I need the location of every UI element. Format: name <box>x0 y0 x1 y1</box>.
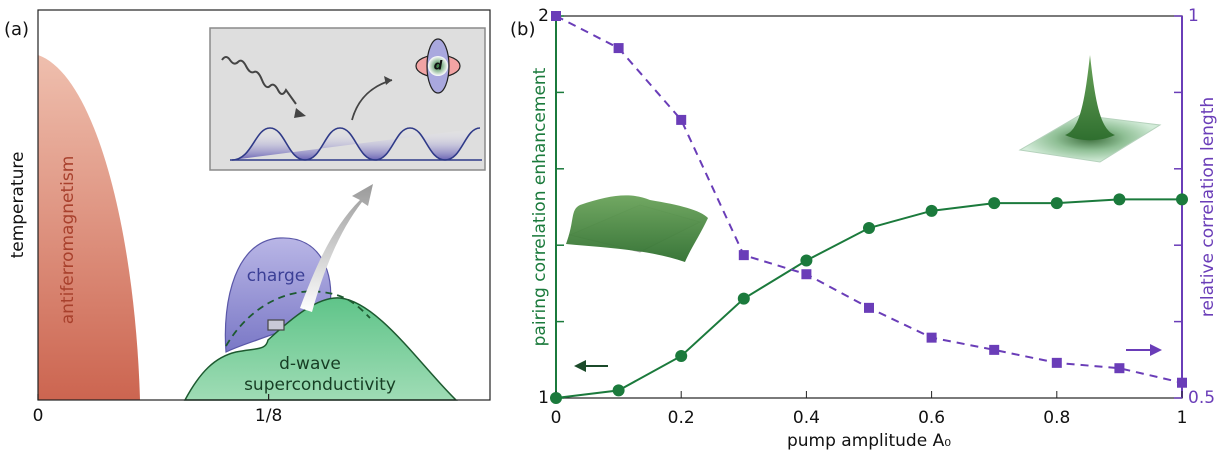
marker <box>1113 193 1126 206</box>
marker <box>676 114 687 125</box>
peak-surface <box>1065 55 1115 141</box>
orbital-label: d <box>434 59 443 73</box>
orbital-core <box>428 56 448 76</box>
marker <box>1051 357 1062 368</box>
x-tick-label: 0.2 <box>668 408 695 428</box>
axis-arrow-head <box>574 360 586 372</box>
y-axis-label: temperature <box>8 152 28 259</box>
sc-region <box>183 297 458 401</box>
zoom-arrow <box>300 184 373 312</box>
panel-frame <box>37 9 491 401</box>
x-tick-label: 0 <box>33 406 44 426</box>
axis-arrow-head <box>1150 344 1162 356</box>
region-label: antiferromagnetism <box>58 156 78 325</box>
flat-surface <box>566 195 708 262</box>
y2-axis-label: relative correlation length <box>1198 97 1218 317</box>
marker <box>864 302 874 313</box>
marker <box>550 392 562 404</box>
region-label: charge <box>247 266 305 286</box>
series-line <box>555 15 1183 384</box>
x-tick-label: 0.4 <box>793 408 820 428</box>
sc-label: d-wave <box>279 354 341 374</box>
marker <box>863 222 875 235</box>
marker <box>988 197 1001 210</box>
y2-tick-label: 1 <box>1188 6 1199 26</box>
light-pulse <box>221 56 297 105</box>
panel-label: (b) <box>510 19 535 40</box>
sc-label: superconductivity <box>244 375 396 395</box>
x-tick-label: 0 <box>551 408 562 428</box>
charge-modulation <box>231 127 481 161</box>
marker <box>1050 197 1063 210</box>
x-axis-label: pump amplitude A₀ <box>787 431 951 451</box>
marker <box>613 43 624 54</box>
x-tick-label: 0.6 <box>918 408 945 428</box>
marker <box>737 292 750 305</box>
panel-a: (a) temperature antiferromagnetism charg… <box>4 9 491 401</box>
y-tick-label: 1 <box>538 388 549 408</box>
marker <box>1176 193 1188 206</box>
y-axis-label: pairing correlation enhancement <box>530 67 550 346</box>
marker <box>675 349 688 362</box>
afm-region <box>38 55 140 400</box>
marker <box>738 250 749 261</box>
marker <box>1177 377 1187 388</box>
x-tick-label: 1/8 <box>255 406 282 426</box>
pulse-arrow <box>294 108 306 118</box>
y2-tick-label: 0.5 <box>1188 388 1215 408</box>
curved-arrow-head <box>384 76 392 85</box>
marker <box>989 344 1000 355</box>
marker <box>801 269 812 280</box>
x-tick-label: 1 <box>1177 408 1188 428</box>
panel-b: (b) <box>510 19 1162 372</box>
marker <box>926 332 937 343</box>
y-tick-label: 2 <box>538 6 549 26</box>
marker <box>925 204 938 217</box>
marker <box>1114 363 1125 374</box>
marker <box>800 254 813 267</box>
selected-point <box>267 319 285 331</box>
marker <box>551 11 561 21</box>
panel-label: (a) <box>4 19 29 40</box>
x-tick-label: 0.8 <box>1043 408 1070 428</box>
marker <box>612 384 625 397</box>
